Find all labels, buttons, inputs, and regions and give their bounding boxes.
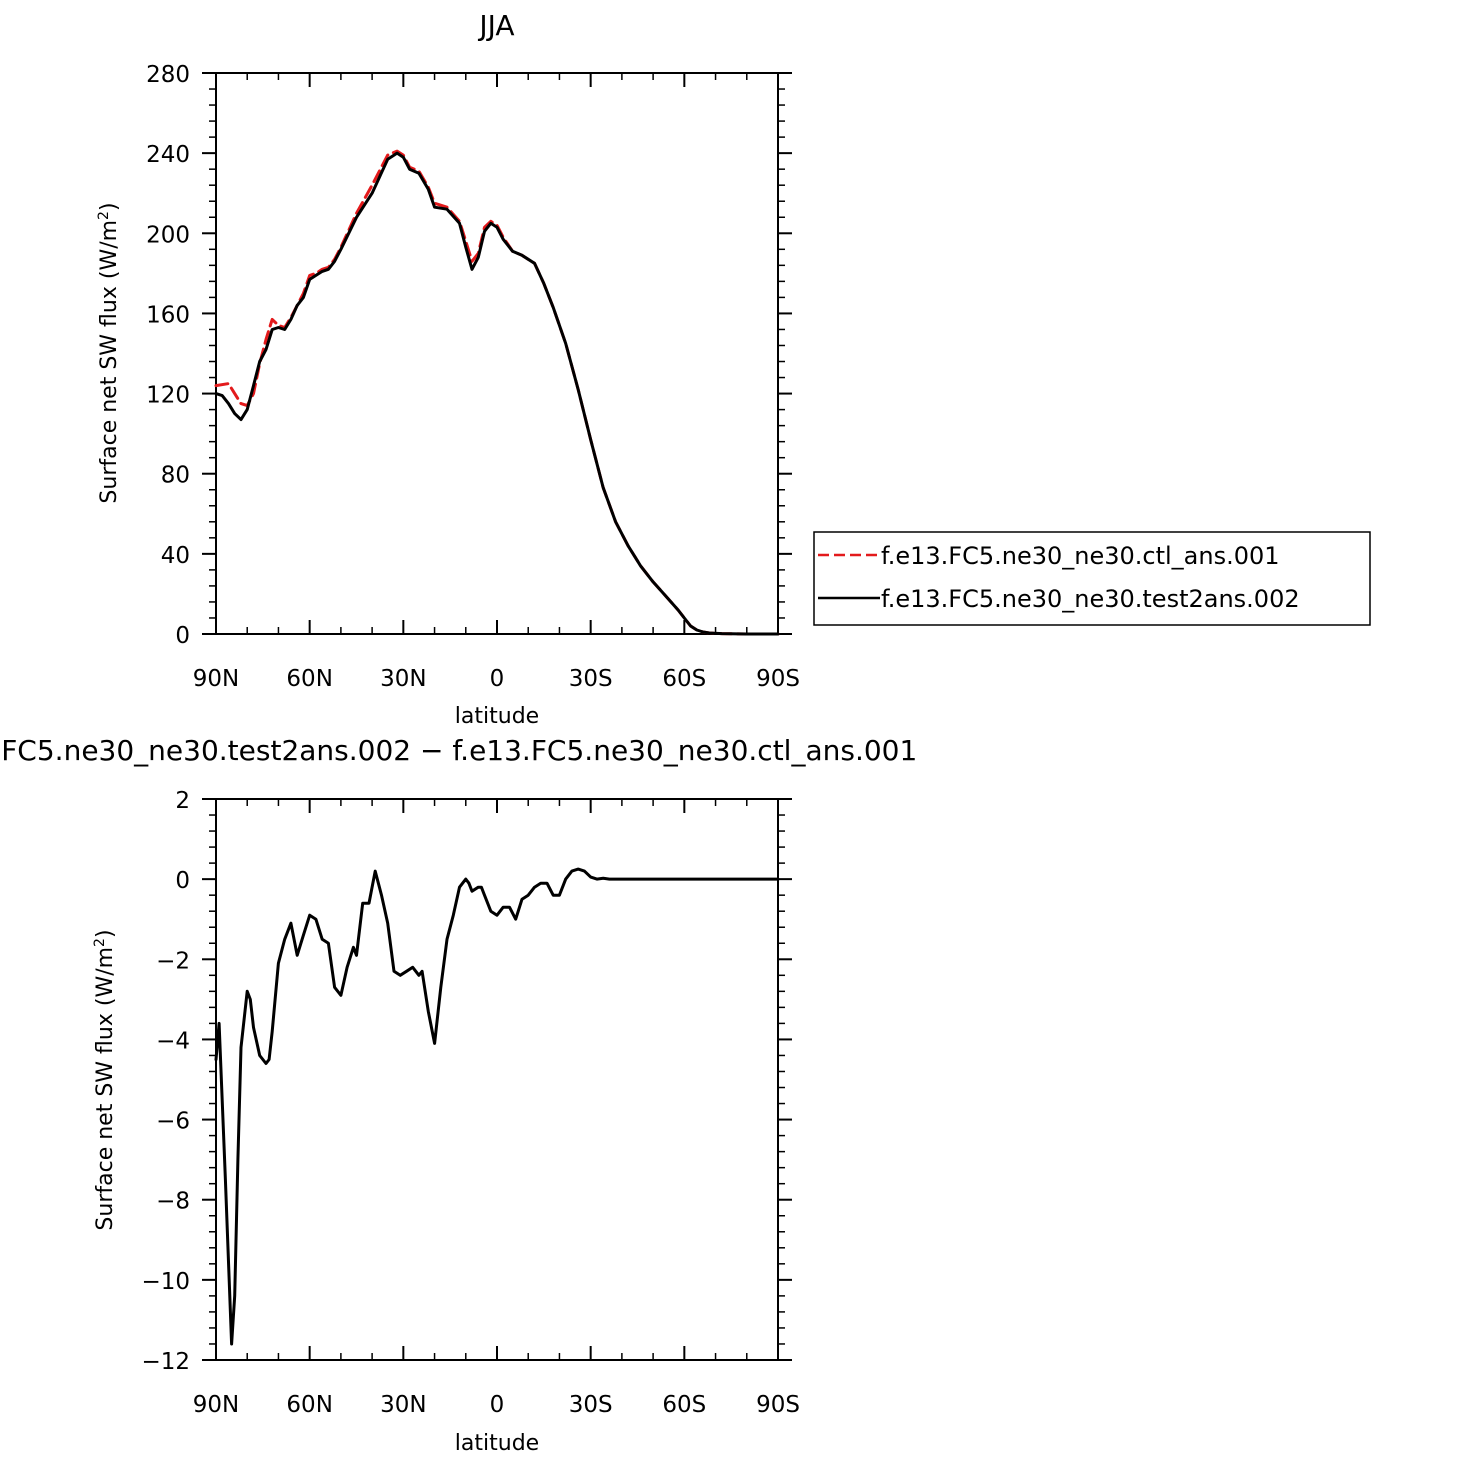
bottom-series-group	[214, 867, 780, 1346]
y-tick-label: −6	[156, 1109, 190, 1135]
x-tick-label: 90S	[756, 1392, 800, 1418]
bottom-axis-ticks: 90N 60N 30N 0 30S 60S 90S −12 −10 −8 −6 −4 −2 0 2	[141, 788, 799, 1418]
y-tick-label: −4	[156, 1028, 190, 1054]
top-x-axis-label: latitude	[455, 704, 539, 729]
top-axis-ticks: 90N 60N 30N 0 30S 60S 90S 0 40 80 120 160 200 240 280	[146, 62, 800, 692]
top-y-axis-label: Surface net SW flux (W/m2)	[96, 202, 122, 503]
legend-label-test: f.e13.FC5.ne30_ne30.test2ans.002	[881, 585, 1300, 613]
y-tick-label: 0	[175, 623, 190, 649]
y-tick-label: 200	[146, 222, 190, 248]
x-tick-label: 0	[490, 666, 505, 692]
x-tick-label: 90S	[756, 666, 800, 692]
x-tick-label: 30S	[569, 1392, 613, 1418]
y-tick-label: 2	[175, 788, 190, 814]
x-tick-label: 60N	[286, 1392, 332, 1418]
bottom-plot-title: f.e13.FC5.ne30_ne30.test2ans.002 − f.e13…	[0, 734, 917, 767]
x-tick-label: 30N	[380, 1392, 426, 1418]
y-tick-label: −10	[141, 1269, 190, 1295]
bottom-plot-frame	[215, 798, 779, 1361]
y-tick-label: 0	[175, 868, 190, 894]
x-tick-label: 90N	[193, 1392, 239, 1418]
x-tick-label: 60N	[286, 666, 332, 692]
y-tick-label: −12	[141, 1349, 190, 1375]
top-plot-frame	[215, 72, 779, 635]
y-tick-label: 120	[146, 383, 190, 409]
legend-box	[813, 531, 1371, 626]
series-line-1-0	[214, 867, 780, 1346]
x-tick-label: 90N	[193, 666, 239, 692]
x-tick-label: 30S	[569, 666, 613, 692]
series-line-0-0	[214, 149, 780, 636]
panel-top: JJA 90N 60N 30N 0 30S 60S 90S 0 40 80 120 160 200 240…	[96, 9, 800, 729]
legend-label-ctl: f.e13.FC5.ne30_ne30.ctl_ans.001	[881, 542, 1280, 570]
x-tick-label: 60S	[662, 1392, 706, 1418]
y-tick-label: 160	[146, 302, 190, 328]
y-tick-label: 280	[146, 62, 190, 88]
top-series-group	[214, 149, 780, 636]
x-tick-label: 30N	[380, 666, 426, 692]
bottom-y-axis-label: Surface net SW flux (W/m2)	[92, 929, 118, 1230]
legend: f.e13.FC5.ne30_ne30.ctl_ans.001 f.e13.FC…	[813, 531, 1371, 626]
y-tick-label: 40	[161, 543, 190, 569]
panel-bottom: f.e13.FC5.ne30_ne30.test2ans.002 − f.e13…	[0, 734, 917, 1456]
y-tick-label: −2	[156, 948, 190, 974]
y-tick-label: 240	[146, 142, 190, 168]
x-tick-label: 0	[490, 1392, 505, 1418]
series-line-0-1	[214, 151, 780, 636]
bottom-x-axis-label: latitude	[455, 1431, 539, 1456]
top-plot-title: JJA	[477, 9, 514, 42]
y-tick-label: −8	[156, 1189, 190, 1215]
x-tick-label: 60S	[662, 666, 706, 692]
y-tick-label: 80	[161, 463, 190, 489]
